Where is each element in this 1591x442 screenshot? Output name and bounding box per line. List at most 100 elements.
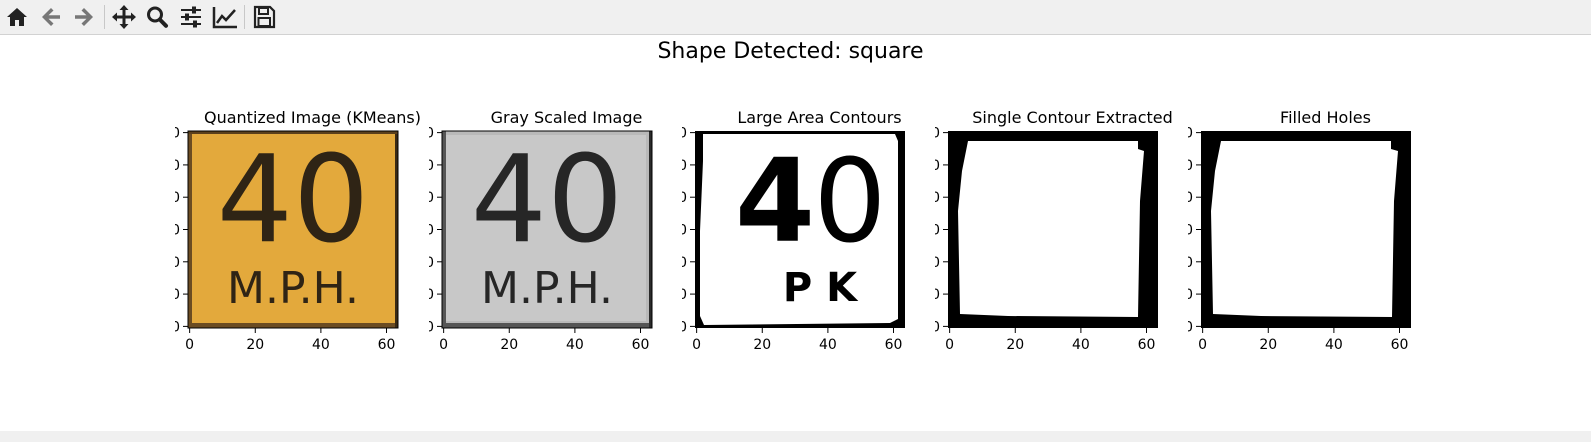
toolbar-separator xyxy=(104,5,105,29)
x-tick-label: 20 xyxy=(246,337,264,353)
y-tick-label: 20 xyxy=(935,190,940,206)
x-tick-label: 0 xyxy=(439,337,448,353)
x-tick-label: 60 xyxy=(1391,337,1409,353)
contour-unit-text: P K xyxy=(783,265,859,311)
subplot-filled-holes: Filled Holes 0 20 40 60 0 10 20 30 40 50 60 xyxy=(1188,105,1463,365)
y-tick-label: 10 xyxy=(429,158,434,174)
x-tick-label: 60 xyxy=(885,337,903,353)
save-icon xyxy=(253,5,276,29)
subplot-gray-scaled-image: Gray Scaled Image 40 M.P.H. 0 20 40 60 0 10 20… xyxy=(429,105,704,365)
figure-canvas[interactable]: Shape Detected: square Quantized Image (… xyxy=(0,35,1591,431)
x-tick-label: 40 xyxy=(1325,337,1343,353)
y-tick-label: 50 xyxy=(429,287,434,303)
subplot-title: Single Contour Extracted xyxy=(972,108,1173,127)
home-button[interactable] xyxy=(2,2,32,32)
y-tick-label: 10 xyxy=(1188,158,1193,174)
sign-number-text: 40 xyxy=(217,131,370,270)
y-tick-label: 0 xyxy=(429,127,434,142)
x-tick-label: 20 xyxy=(1006,337,1024,353)
x-tick-label: 60 xyxy=(1138,337,1156,353)
y-tick-label: 50 xyxy=(1188,287,1193,303)
y-tick-label: 30 xyxy=(682,223,687,239)
y-tick-label: 50 xyxy=(175,287,180,303)
x-tick-label: 40 xyxy=(312,337,330,353)
y-tick-label: 0 xyxy=(175,127,180,142)
move-icon xyxy=(112,5,136,29)
x-tick-label: 0 xyxy=(1198,337,1207,353)
subplot-title: Gray Scaled Image xyxy=(490,108,643,127)
y-tick-label: 10 xyxy=(935,158,940,174)
axes-frame: 40 M.P.H. 0 20 40 60 0 10 20 30 40 50 60 xyxy=(175,127,399,353)
x-tick-label: 0 xyxy=(692,337,701,353)
y-tick-label: 60 xyxy=(429,319,434,335)
pan-button[interactable] xyxy=(109,2,139,32)
save-button[interactable] xyxy=(249,2,279,32)
x-tick-label: 60 xyxy=(378,337,396,353)
y-tick-label: 30 xyxy=(175,223,180,239)
x-tick-label: 0 xyxy=(945,337,954,353)
y-tick-label: 10 xyxy=(175,158,180,174)
subplot-title: Large Area Contours xyxy=(737,108,902,127)
sign-unit-text: M.P.H. xyxy=(227,263,359,314)
subplot-single-contour: Single Contour Extracted 0 20 40 60 0 10 20 30 4… xyxy=(935,105,1210,365)
y-tick-label: 50 xyxy=(682,287,687,303)
y-tick-label: 20 xyxy=(175,190,180,206)
chart-line-icon xyxy=(212,7,237,29)
back-button[interactable] xyxy=(36,2,66,32)
axes-frame: 0 20 40 60 0 10 20 30 40 50 60 xyxy=(1188,127,1411,353)
x-tick-label: 40 xyxy=(1072,337,1090,353)
y-tick-label: 60 xyxy=(1188,319,1193,335)
axes-frame: 0 20 40 60 0 10 20 30 40 50 60 xyxy=(935,127,1158,353)
y-tick-label: 30 xyxy=(935,223,940,239)
edit-axis-button[interactable] xyxy=(210,2,240,32)
x-tick-label: 40 xyxy=(566,337,584,353)
x-tick-label: 20 xyxy=(500,337,518,353)
y-tick-label: 20 xyxy=(429,190,434,206)
y-tick-label: 40 xyxy=(429,255,434,271)
y-tick-label: 10 xyxy=(682,158,687,174)
subplot-quantized-image: Quantized Image (KMeans) 40 M.P.H. 0 20 40… xyxy=(175,105,450,365)
navigation-toolbar xyxy=(0,0,1591,35)
sliders-icon xyxy=(181,6,201,28)
sign-number-text: 40 xyxy=(471,131,624,270)
subplot-large-area-contours: Large Area Contours 4 0 P K 0 20 40 60 0 10 20… xyxy=(682,105,957,365)
sign-unit-text: M.P.H. xyxy=(481,263,613,314)
y-tick-label: 0 xyxy=(935,127,940,142)
y-tick-label: 60 xyxy=(175,319,180,335)
arrow-right-icon xyxy=(75,8,93,26)
y-tick-label: 30 xyxy=(1188,223,1193,239)
subplot-title: Filled Holes xyxy=(1280,108,1371,127)
x-tick-label: 60 xyxy=(632,337,650,353)
y-tick-label: 40 xyxy=(1188,255,1193,271)
home-icon xyxy=(7,8,27,26)
status-bar xyxy=(0,431,1591,442)
y-tick-label: 0 xyxy=(1188,127,1193,142)
x-tick-label: 20 xyxy=(753,337,771,353)
y-tick-label: 60 xyxy=(935,319,940,335)
configure-subplots-button[interactable] xyxy=(176,2,206,32)
y-tick-label: 40 xyxy=(682,255,687,271)
zoom-button[interactable] xyxy=(142,2,172,32)
axes-frame: 4 0 P K 0 20 40 60 0 10 20 30 40 50 60 xyxy=(682,127,905,353)
y-tick-label: 20 xyxy=(682,190,687,206)
y-tick-label: 50 xyxy=(935,287,940,303)
y-tick-label: 40 xyxy=(935,255,940,271)
y-tick-label: 30 xyxy=(429,223,434,239)
figure-suptitle: Shape Detected: square xyxy=(657,39,924,64)
sign-image xyxy=(188,131,398,328)
x-tick-label: 0 xyxy=(185,337,194,353)
subplot-title: Quantized Image (KMeans) xyxy=(204,108,421,127)
arrow-left-icon xyxy=(42,8,60,26)
y-tick-label: 40 xyxy=(175,255,180,271)
forward-button[interactable] xyxy=(69,2,99,32)
x-tick-label: 20 xyxy=(1259,337,1277,353)
toolbar-separator xyxy=(244,5,245,29)
contour-digit-four: 4 xyxy=(735,135,815,269)
y-tick-label: 0 xyxy=(682,127,687,142)
y-tick-label: 60 xyxy=(682,319,687,335)
x-tick-label: 40 xyxy=(819,337,837,353)
y-tick-label: 20 xyxy=(1188,190,1193,206)
zoom-icon xyxy=(147,6,168,28)
axes-frame: 40 M.P.H. 0 20 40 60 0 10 20 30 40 50 60 xyxy=(429,127,653,353)
contour-digit-zero: 0 xyxy=(813,135,886,269)
